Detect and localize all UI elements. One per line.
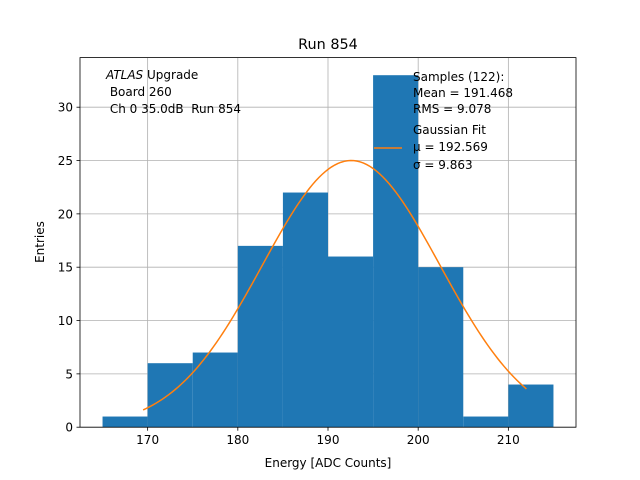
histogram-bar: [463, 416, 509, 428]
y-tick-label: 0: [65, 421, 73, 435]
y-tick-label: 10: [58, 314, 73, 328]
histogram-bar: [282, 192, 328, 428]
x-tick-label: 190: [317, 433, 340, 447]
histogram-bar: [328, 256, 374, 428]
x-axis-label: Energy [ADC Counts]: [265, 456, 392, 470]
x-tick-label: 200: [407, 433, 430, 447]
legend-mu: μ = 192.569: [413, 140, 488, 154]
histogram-bar: [373, 75, 419, 428]
legend-samples: Samples (122):: [413, 70, 504, 84]
x-tick-label: 180: [226, 433, 249, 447]
legend: Samples (122): Mean = 191.468 RMS = 9.07…: [374, 70, 513, 172]
x-axis-ticks: 170 180 190 200 210: [136, 427, 520, 447]
histogram-bar: [508, 384, 554, 428]
atlas-annotation: ATLAS Upgrade Board 260 Ch 0 35.0dB Run …: [105, 68, 241, 116]
annotation-channel: Ch 0 35.0dB Run 854: [106, 102, 241, 116]
x-tick-label: 210: [497, 433, 520, 447]
histogram-bars: [102, 75, 554, 428]
annotation-board: Board 260: [106, 85, 172, 99]
histogram-bar: [418, 267, 464, 428]
y-tick-label: 25: [58, 154, 73, 168]
legend-fit-label: Gaussian Fit: [413, 123, 486, 137]
y-tick-label: 30: [58, 101, 73, 115]
annotation-title: ATLAS Upgrade: [105, 68, 198, 82]
y-axis-ticks: 0 5 10 15 20 25 30: [58, 101, 80, 435]
legend-mean: Mean = 191.468: [413, 86, 513, 100]
y-tick-label: 20: [58, 207, 73, 221]
atlas-label: ATLAS: [105, 68, 144, 82]
legend-rms: RMS = 9.078: [413, 102, 491, 116]
legend-sigma: σ = 9.863: [413, 158, 473, 172]
y-axis-label: Entries: [33, 221, 47, 263]
y-tick-label: 5: [65, 367, 73, 381]
gaussian-fit-curve: [142, 159, 527, 411]
histogram-bar: [147, 363, 193, 428]
x-tick-label: 170: [136, 433, 159, 447]
upgrade-label: Upgrade: [143, 68, 198, 82]
chart-title: Run 854: [298, 37, 358, 53]
histogram-bar: [237, 245, 283, 428]
histogram-bar: [102, 416, 148, 428]
y-tick-label: 15: [58, 261, 73, 275]
